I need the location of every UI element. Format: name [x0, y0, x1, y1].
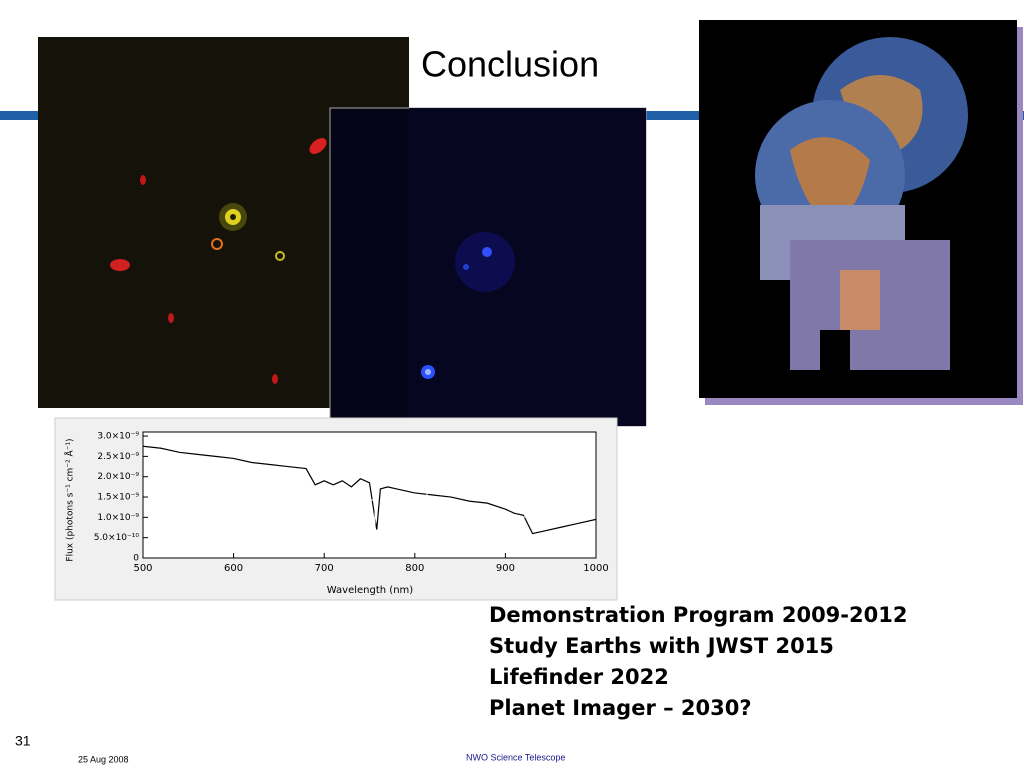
x-tick-label: 500: [133, 563, 152, 574]
x-tick-label: 800: [405, 563, 424, 574]
earth-image: [699, 20, 1023, 405]
x-tick-label: 900: [496, 563, 515, 574]
y-tick-label: 1.5×10⁻⁹: [97, 493, 139, 503]
list-item: Lifefinder 2022: [489, 665, 669, 689]
y-tick-label: 3.0×10⁻⁹: [97, 432, 139, 442]
footer: NWO Science Telescope: [466, 752, 565, 762]
item-list: Demonstration Program 2009-2012 Study Ear…: [489, 603, 907, 720]
y-axis-label: Flux (photons s⁻¹ cm⁻² Å⁻¹): [64, 438, 76, 561]
o2-box: [307, 499, 376, 543]
blue-image: [329, 107, 647, 427]
annotation: H₂O: [449, 443, 478, 460]
page-number: 31: [15, 733, 31, 749]
spectrum-line: [142, 445, 597, 535]
list-item: Planet Imager – 2030?: [489, 696, 752, 720]
x-tick-label: 700: [315, 563, 334, 574]
h2o-box: [426, 464, 547, 518]
y-tick-label: 1.0×10⁻⁹: [97, 513, 139, 523]
spectrum-chart: Wavelength (nm) Flux (photons s⁻¹ cm⁻² Å…: [54, 417, 618, 601]
list-item: Demonstration Program 2009-2012: [489, 603, 907, 627]
x-tick-label: 600: [224, 563, 243, 574]
y-tick-label: 5.0×10⁻¹⁰: [94, 533, 140, 543]
y-tick-label: 0: [133, 554, 139, 564]
annotation: O₂: [325, 519, 342, 536]
x-tick-label: 1000: [583, 563, 608, 574]
x-axis-label: Wavelength (nm): [327, 585, 413, 596]
slide-title: Conclusion: [421, 44, 599, 85]
date: 25 Aug 2008: [78, 754, 129, 764]
y-tick-label: 2.5×10⁻⁹: [97, 452, 139, 462]
y-tick-label: 2.0×10⁻⁹: [97, 472, 139, 482]
list-item: Study Earths with JWST 2015: [489, 634, 834, 658]
